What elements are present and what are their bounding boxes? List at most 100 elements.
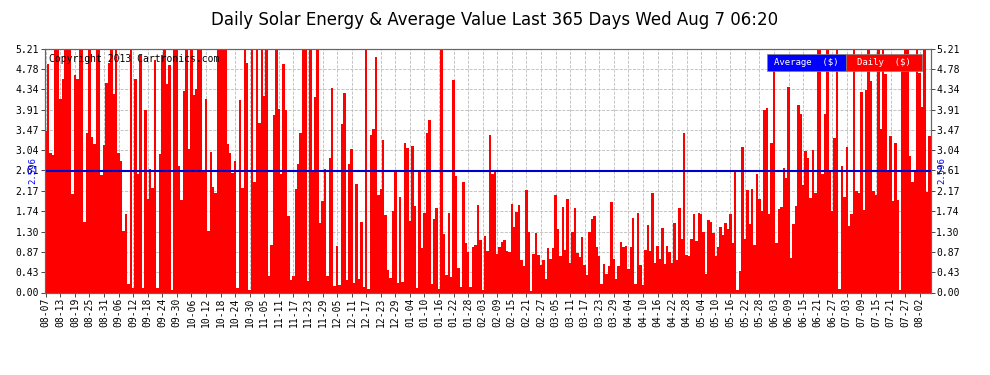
Bar [297, 164, 299, 292]
Bar [651, 193, 653, 292]
Bar [827, 35, 829, 292]
Bar [183, 90, 185, 292]
Bar [392, 211, 394, 292]
Bar [202, 171, 205, 292]
Bar [229, 153, 232, 292]
Bar [608, 267, 610, 292]
Bar [814, 193, 817, 292]
Bar [635, 284, 637, 292]
Bar [800, 114, 802, 292]
Bar [224, 35, 227, 292]
Text: 2.596: 2.596 [938, 158, 946, 184]
Bar [688, 256, 690, 292]
Bar [125, 214, 127, 292]
Bar [625, 246, 627, 292]
Bar [205, 99, 207, 292]
Bar [591, 219, 593, 292]
Text: Average  ($): Average ($) [774, 58, 839, 67]
Bar [618, 266, 620, 292]
Bar [503, 240, 506, 292]
Bar [258, 123, 260, 292]
Bar [222, 35, 224, 292]
Bar [83, 222, 86, 292]
Bar [598, 256, 601, 292]
Bar [103, 145, 105, 292]
Bar [642, 285, 644, 292]
Bar [268, 276, 270, 292]
Bar [365, 35, 367, 292]
Bar [782, 168, 785, 292]
Text: Daily  ($): Daily ($) [856, 58, 911, 67]
Bar [834, 138, 836, 292]
Bar [66, 35, 69, 292]
Bar [668, 252, 671, 292]
Bar [239, 100, 242, 292]
Bar [523, 266, 526, 292]
Bar [59, 99, 61, 292]
Bar [845, 147, 848, 292]
Bar [98, 35, 100, 292]
Bar [556, 229, 559, 292]
Bar [508, 252, 511, 292]
Bar [712, 233, 715, 292]
Bar [484, 237, 486, 292]
Bar [824, 114, 827, 292]
Bar [511, 204, 513, 292]
Bar [105, 83, 108, 292]
Bar [71, 194, 73, 292]
Bar [438, 289, 441, 292]
Text: Copyright 2013 Cartronics.com: Copyright 2013 Cartronics.com [49, 54, 220, 64]
Bar [467, 252, 469, 292]
FancyBboxPatch shape [766, 54, 846, 70]
Bar [357, 279, 360, 292]
Bar [729, 214, 732, 292]
Bar [309, 35, 312, 292]
Bar [312, 172, 314, 292]
Bar [145, 110, 147, 292]
Bar [334, 286, 336, 292]
Bar [282, 64, 285, 292]
Bar [110, 36, 113, 292]
Bar [411, 146, 414, 292]
Bar [64, 35, 66, 292]
Bar [588, 232, 591, 292]
Bar [479, 240, 481, 292]
Bar [173, 35, 175, 292]
Bar [115, 35, 118, 292]
Bar [486, 251, 489, 292]
Bar [566, 200, 569, 292]
Bar [839, 289, 841, 292]
Bar [132, 288, 135, 292]
Bar [253, 182, 255, 292]
Bar [817, 35, 819, 292]
Bar [147, 200, 148, 292]
Bar [469, 286, 472, 292]
Bar [370, 135, 372, 292]
Bar [792, 224, 795, 292]
Bar [770, 144, 773, 292]
Bar [737, 290, 739, 292]
Bar [526, 190, 528, 292]
Bar [178, 166, 180, 292]
Bar [263, 96, 265, 292]
Bar [336, 246, 339, 292]
Bar [576, 253, 578, 292]
Bar [314, 97, 317, 292]
Bar [250, 35, 253, 292]
Bar [158, 154, 161, 292]
Bar [166, 84, 168, 292]
Bar [620, 242, 623, 292]
Bar [397, 284, 399, 292]
Bar [56, 35, 59, 292]
Bar [295, 189, 297, 292]
Bar [195, 90, 197, 292]
Bar [894, 142, 897, 292]
Bar [232, 173, 234, 292]
Bar [715, 256, 717, 292]
Bar [676, 260, 678, 292]
Bar [732, 243, 734, 292]
Bar [693, 214, 695, 292]
Bar [200, 35, 202, 292]
Bar [436, 208, 438, 292]
Bar [653, 263, 656, 292]
